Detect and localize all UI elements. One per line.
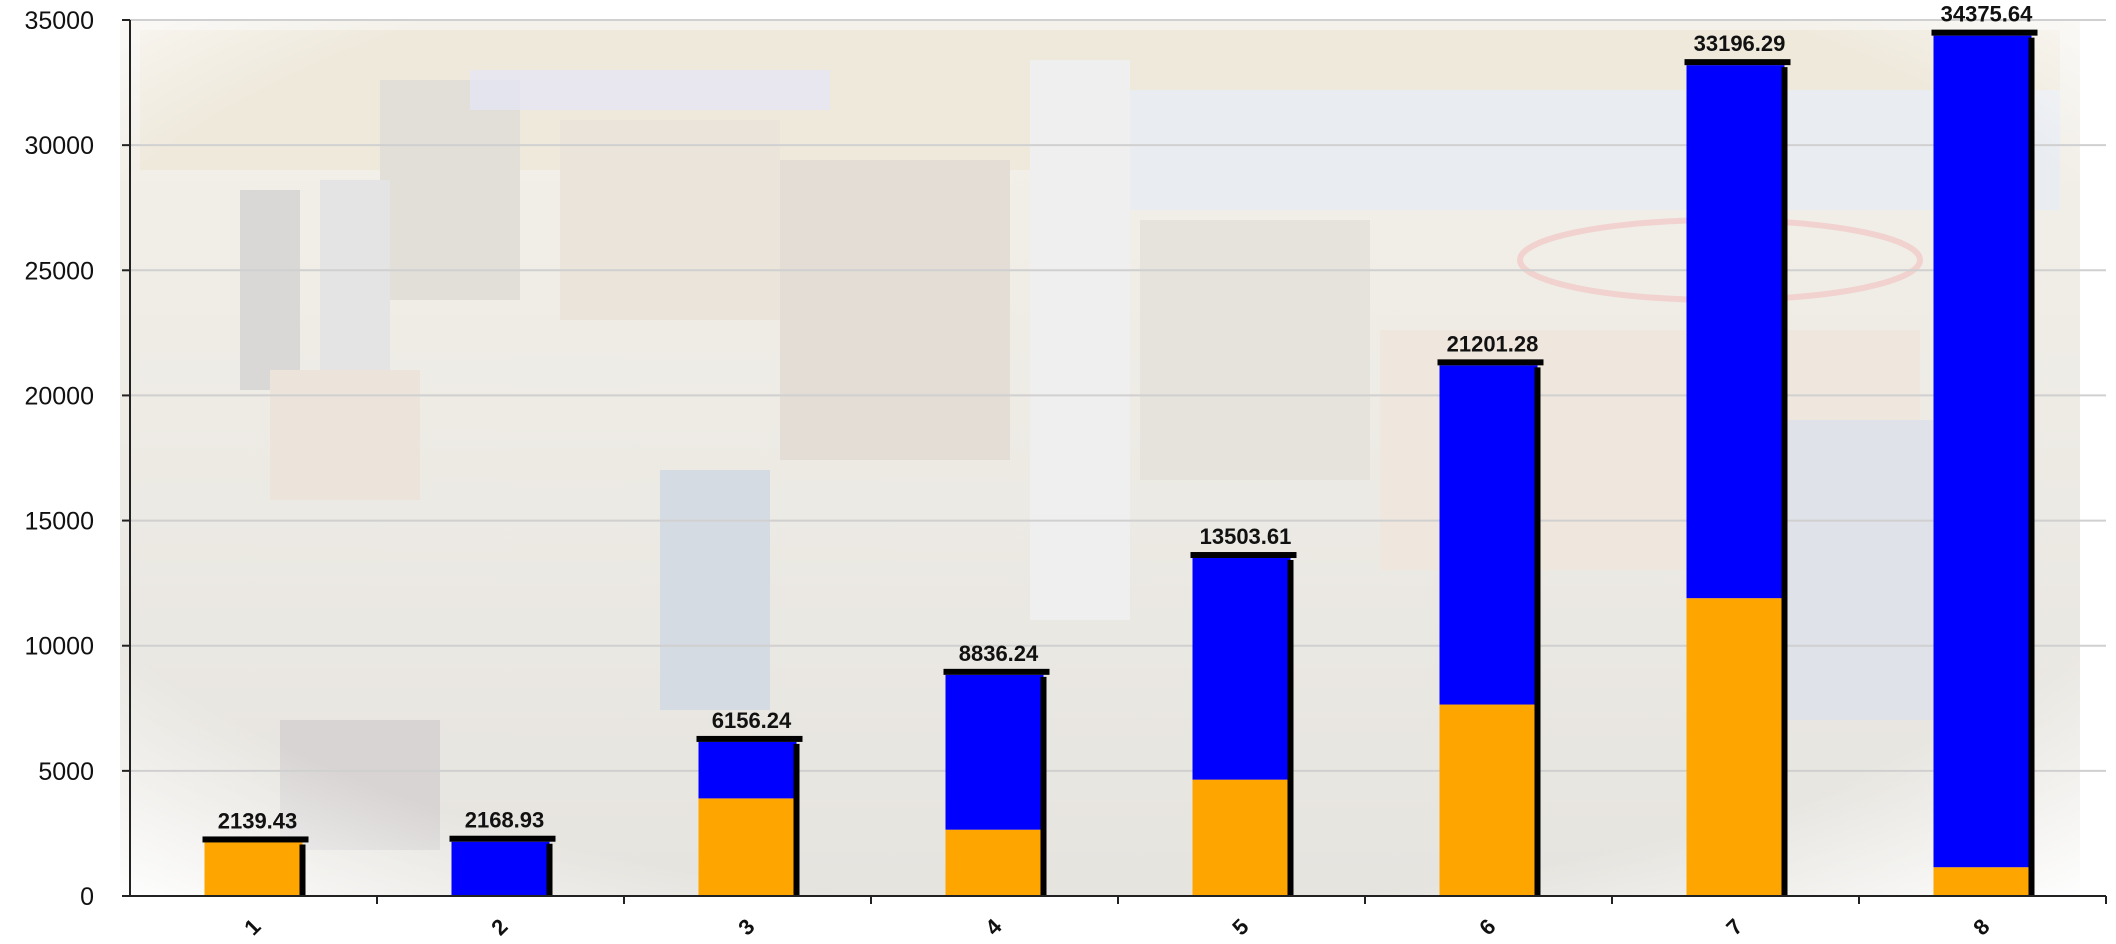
x-tick-label: 6 <box>1474 914 1500 940</box>
y-tick-label: 0 <box>80 883 94 911</box>
y-tick-label: 30000 <box>24 132 94 160</box>
y-tick-label: 15000 <box>24 508 94 536</box>
x-tick-label: 1 <box>239 914 265 940</box>
bar-segment-2 <box>1192 558 1291 780</box>
bar-segment-1 <box>1686 598 1785 896</box>
y-tick-label: 25000 <box>24 257 94 285</box>
x-tick-label: 7 <box>1721 914 1747 940</box>
bar-top-cap <box>1931 29 2038 36</box>
x-tick-label: 3 <box>733 914 759 940</box>
bar-total-label: 6156.24 <box>712 708 792 733</box>
bar-top-cap <box>943 668 1050 675</box>
y-tick-label: 20000 <box>24 382 94 410</box>
bar-segment-1 <box>945 829 1044 896</box>
bar-segment-2 <box>1439 365 1538 705</box>
bar-total-label: 8836.24 <box>959 641 1039 666</box>
y-tick-label: 35000 <box>24 7 94 35</box>
bar-top-cap <box>1190 552 1297 559</box>
bar-segment-1 <box>1439 704 1538 896</box>
x-tick-label: 4 <box>980 913 1007 940</box>
bars <box>202 29 2038 896</box>
y-tick-labels: 0 5000 10000 15000 20000 25000 30000 35000 <box>24 7 130 911</box>
bar-segment-1 <box>698 798 797 896</box>
bar-segment-2 <box>945 674 1044 830</box>
x-tick-label: 5 <box>1227 914 1253 940</box>
x-tick-label: 2 <box>486 914 512 940</box>
bar-segment-2 <box>1933 35 2032 868</box>
bar-total-label: 2168.93 <box>465 808 545 833</box>
bar-segment-1 <box>204 842 303 896</box>
bar-total-label: 21201.28 <box>1447 331 1539 356</box>
bar-segment-2 <box>1686 65 1785 599</box>
bar-top-cap <box>696 735 803 742</box>
data-labels: 2139.43 2168.93 6156.24 8836.24 13503.61 2120… <box>218 2 2033 834</box>
bar-total-label: 13503.61 <box>1200 524 1292 549</box>
bar-segment-1 <box>1933 867 2032 896</box>
bar-total-label: 2139.43 <box>218 808 298 833</box>
bar-top-cap <box>1684 59 1791 66</box>
bar-segment-2 <box>698 741 797 799</box>
bar-top-cap <box>1437 359 1544 366</box>
bar-total-label: 34375.64 <box>1941 2 2034 27</box>
bar-total-label: 33196.29 <box>1694 31 1786 56</box>
y-tick-label: 10000 <box>24 633 94 661</box>
bar-top-cap <box>449 835 556 842</box>
bar-top-cap <box>202 836 309 843</box>
bar-segment-2 <box>451 841 550 896</box>
x-tick-labels: 1 2 3 4 5 6 7 8 <box>239 896 2107 940</box>
y-tick-label: 5000 <box>38 758 94 786</box>
x-tick-label: 8 <box>1968 914 1994 940</box>
bar-segment-1 <box>1192 779 1291 896</box>
